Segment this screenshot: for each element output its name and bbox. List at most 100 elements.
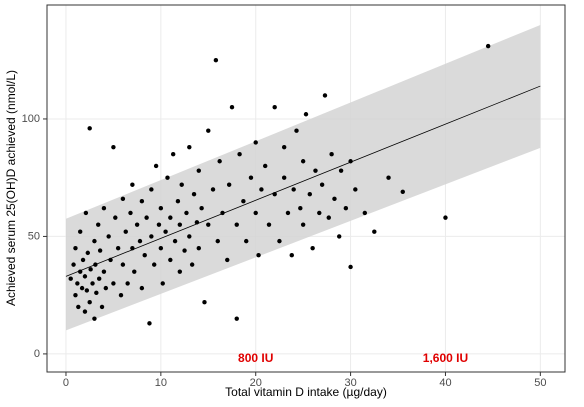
point [73,245,78,251]
point [210,187,216,192]
point [76,304,81,310]
point [191,191,197,197]
point [101,269,107,274]
point [118,292,124,298]
point [168,215,173,220]
point [229,105,235,110]
x-axis-title: Total vitamin D intake (µg/day) [225,385,387,399]
point [248,175,254,180]
point [73,292,78,298]
point [179,182,184,187]
point [253,210,258,216]
point [142,253,147,258]
point [400,189,405,194]
point [256,253,261,258]
point [123,229,128,234]
point [206,222,211,227]
point [291,187,296,192]
point [348,264,353,270]
point [96,222,101,227]
point [187,234,192,239]
point [294,128,299,133]
point [137,238,143,244]
point [353,187,358,192]
point [253,140,258,145]
point [111,144,116,150]
point [71,262,76,267]
point [149,234,154,239]
point [307,191,312,197]
point [156,222,162,227]
point [226,182,232,187]
y-tick-label: 0 [34,348,40,360]
point [189,262,195,267]
y-axis-title: Achieved serum 25(OH)D achieved (nmol/L) [4,70,18,306]
point [225,257,230,263]
point [99,304,105,310]
point [319,182,325,187]
point [82,274,88,279]
point [202,300,207,305]
point [160,281,165,286]
point [113,215,118,220]
point [372,229,377,234]
point [79,285,85,291]
x-tick-label: 30 [344,377,356,389]
point [125,281,130,286]
point [68,276,73,281]
point [94,290,99,296]
point [217,159,222,164]
point [303,112,309,117]
point [326,215,331,220]
point [234,222,239,227]
point [97,248,103,253]
point [165,175,170,180]
point [120,262,126,267]
point [147,321,152,326]
point [272,105,277,110]
point [266,222,272,227]
point [115,245,121,251]
point [80,257,86,263]
point [277,238,282,244]
point [90,281,95,286]
point [177,222,183,227]
point [152,262,157,267]
point [298,206,303,211]
point [206,128,211,133]
point [101,206,107,211]
point [187,144,192,150]
point [199,206,204,211]
point [329,151,334,157]
point [362,210,368,216]
point [78,229,83,234]
point [84,288,90,293]
point [313,168,318,173]
point [153,163,159,169]
point [259,187,264,192]
point [134,222,140,227]
point [337,234,342,239]
point [158,206,164,211]
point [175,198,181,204]
point [111,281,116,286]
x-tick-label: 40 [439,377,451,389]
point [168,257,173,263]
point [149,187,154,192]
point [82,309,88,314]
annotation: 1,600 IU [423,351,468,365]
point [170,151,176,157]
point [96,276,102,281]
point [139,285,145,291]
point [343,206,349,211]
point [310,245,315,251]
y-tick-label: 100 [22,113,40,125]
point [386,175,391,180]
point [92,238,97,244]
point [338,168,344,173]
point [177,269,183,274]
point [144,215,149,220]
point [213,58,219,63]
point [128,210,133,216]
